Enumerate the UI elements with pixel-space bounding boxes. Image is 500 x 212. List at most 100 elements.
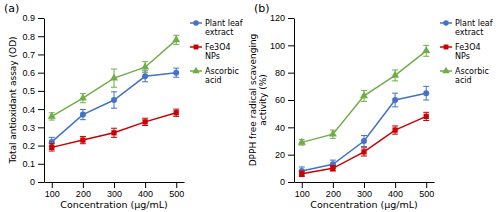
legend-swatch-marker xyxy=(442,67,449,73)
error-bar xyxy=(423,112,429,120)
x-tick-label: 500 xyxy=(169,189,184,199)
error-bar xyxy=(80,136,86,143)
x-tick: 200 xyxy=(326,182,341,199)
error-bar xyxy=(142,118,148,125)
y-tick-mark xyxy=(38,127,44,128)
y-tick: 120 xyxy=(270,13,294,23)
legend-label-line: acid xyxy=(455,76,472,85)
error-bar xyxy=(361,148,367,156)
x-axis-title: Concentration (μg/mL) xyxy=(310,199,417,210)
x-tick-mark xyxy=(114,182,115,188)
y-tick-label: 0.2 xyxy=(22,141,35,151)
y-tick-mark xyxy=(38,182,44,183)
legend-entry: Fe3O4NPs xyxy=(440,43,481,61)
error-bar xyxy=(392,126,398,134)
x-tick: 300 xyxy=(357,182,372,199)
legend-entry: Fe3O4NPs xyxy=(190,43,231,61)
plot-area xyxy=(48,35,180,151)
y-tick: 0.3 xyxy=(22,123,44,133)
x-tick: 400 xyxy=(138,182,153,199)
point xyxy=(423,90,429,96)
legend-entry: Ascorbicacid xyxy=(190,67,239,85)
x-tick-mark xyxy=(52,182,53,188)
y-tick-label: 40 xyxy=(275,123,285,133)
y-tick-label: 60 xyxy=(275,95,285,105)
point xyxy=(110,73,118,80)
y-tick: 0.8 xyxy=(22,32,44,42)
x-tick-label: 300 xyxy=(357,189,372,199)
legend-label-line: NPs xyxy=(205,52,220,61)
legend-label-line: extract xyxy=(205,28,233,37)
legend-label: Ascorbicacid xyxy=(205,67,239,85)
y-tick-label: 0.4 xyxy=(22,104,35,114)
y-axis-line xyxy=(294,19,295,183)
series-line xyxy=(52,40,176,117)
point xyxy=(80,137,85,142)
legend-label: Fe3O4NPs xyxy=(205,43,231,61)
x-axis-title: Concentration (μg/mL) xyxy=(60,199,167,210)
point xyxy=(392,97,398,103)
y-axis: 00.10.20.30.40.50.60.70.80.9 xyxy=(22,13,44,187)
series xyxy=(299,86,429,175)
x-tick-mark xyxy=(145,182,146,188)
point xyxy=(141,63,149,70)
x-tick-mark xyxy=(426,182,427,188)
y-tick-label: 0.5 xyxy=(22,86,35,96)
y-axis: 020406080100120 xyxy=(270,13,295,187)
point xyxy=(142,119,147,124)
y-tick-mark xyxy=(38,73,44,74)
series-line xyxy=(302,51,426,143)
x-tick-mark xyxy=(395,182,396,188)
point xyxy=(298,138,306,145)
legend-entry: Plant leafextract xyxy=(190,19,243,37)
legend-swatch-marker xyxy=(443,20,449,26)
error-bar xyxy=(49,144,55,151)
point xyxy=(142,73,148,79)
legend-label: Plant leafextract xyxy=(205,19,243,37)
legend-label-line: Fe3O4 xyxy=(205,43,231,52)
x-tick-label: 200 xyxy=(326,189,341,199)
series-line xyxy=(52,113,176,148)
legend-swatch-marker xyxy=(192,67,199,73)
point xyxy=(172,35,180,42)
panel-title: (a) xyxy=(4,2,19,15)
y-tick-label: 0.3 xyxy=(22,123,35,133)
y-tick-mark xyxy=(38,164,44,165)
legend-label-line: Ascorbic xyxy=(205,67,239,76)
point xyxy=(80,112,86,118)
y-tick: 0.2 xyxy=(22,141,44,151)
x-tick-mark xyxy=(364,182,365,188)
point xyxy=(424,114,429,119)
x-tick-label: 100 xyxy=(295,189,310,199)
series xyxy=(48,35,180,120)
point xyxy=(422,46,430,53)
y-tick-label: 0.8 xyxy=(22,32,35,42)
y-tick: 0.9 xyxy=(22,13,44,23)
legend-label: Ascorbicacid xyxy=(455,67,489,85)
y-tick-label: 0 xyxy=(30,177,35,187)
point xyxy=(392,127,397,132)
series-line xyxy=(302,116,426,173)
y-tick-mark xyxy=(288,45,294,46)
error-bar xyxy=(423,86,429,100)
y-tick-label: 0.1 xyxy=(22,159,35,169)
legend: Plant leafextract Fe3O4NPs Ascorbicacid xyxy=(190,19,243,85)
x-tick-mark xyxy=(83,182,84,188)
chart-svg: 10020030040050000.10.20.30.40.50.60.70.8… xyxy=(0,0,500,212)
point xyxy=(174,110,179,115)
y-axis-title: Total antioxidant assay (OD) xyxy=(8,36,18,164)
error-bar xyxy=(111,92,117,108)
x-tick-mark xyxy=(302,182,303,188)
y-tick: 0.4 xyxy=(22,104,44,114)
y-tick-mark xyxy=(38,91,44,92)
series xyxy=(299,112,429,176)
y-axis-title-line: activity (%) xyxy=(258,74,268,126)
y-tick-mark xyxy=(38,18,44,19)
legend-entry: Plant leafextract xyxy=(440,19,493,37)
point xyxy=(111,130,116,135)
x-axis: 100200300400500 xyxy=(45,182,185,199)
error-bar xyxy=(111,128,117,137)
point xyxy=(173,70,179,76)
x-tick-label: 400 xyxy=(388,189,403,199)
y-tick-mark xyxy=(288,18,294,19)
